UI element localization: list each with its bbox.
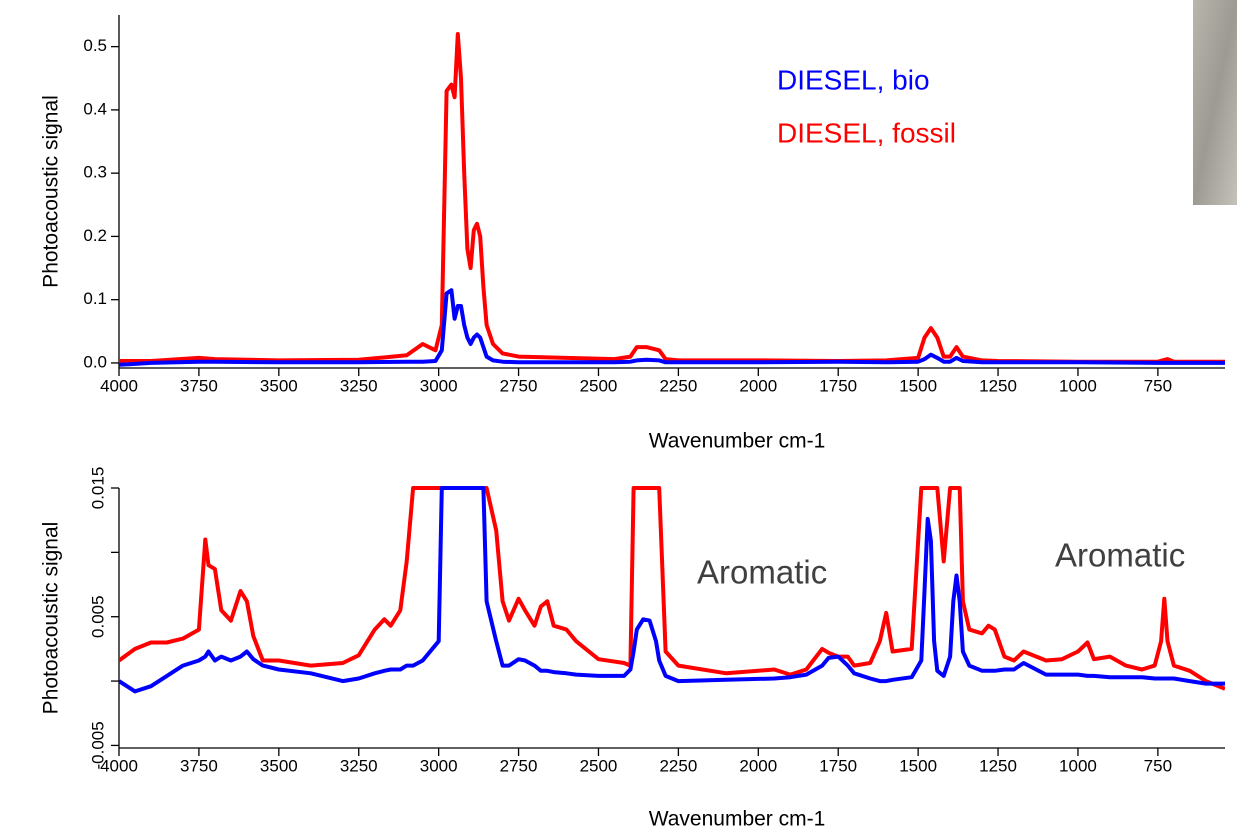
y-axis-title: Photoacoustic signal (40, 95, 63, 288)
x-tick-label: 3250 (340, 756, 378, 775)
y-tick-label: 0.005 (88, 595, 107, 638)
y-tick-label: 0.1 (83, 289, 107, 308)
legend-entry: DIESEL, fossil (777, 117, 956, 148)
legend-entry: DIESEL, bio (777, 64, 930, 95)
x-tick-label: 2250 (659, 756, 697, 775)
x-tick-label: 3750 (180, 376, 218, 395)
x-tick-label: 2500 (580, 376, 618, 395)
x-tick-label: 1000 (1059, 376, 1097, 395)
photo-thumbnail (1193, 0, 1237, 205)
y-tick-label: 0.4 (83, 99, 107, 118)
y-tick-label: 0.2 (83, 226, 107, 245)
y-tick-label: -0.005 (88, 721, 107, 769)
x-tick-label: 1750 (819, 376, 857, 395)
spectrum-line (119, 486, 1225, 691)
x-tick-label: 2000 (739, 376, 777, 395)
x-tick-label: 2500 (580, 756, 618, 775)
y-tick-label: 0.3 (83, 163, 107, 182)
spectrum-line (119, 486, 1225, 694)
x-tick-label: 4000 (100, 756, 138, 775)
x-tick-label: 3250 (340, 376, 378, 395)
x-tick-label: 4000 (100, 376, 138, 395)
x-tick-label: 1500 (899, 376, 937, 395)
x-tick-label: 1000 (1059, 756, 1097, 775)
x-tick-label: 1250 (979, 376, 1017, 395)
x-tick-label: 750 (1144, 376, 1172, 395)
x-tick-label: 2750 (500, 756, 538, 775)
x-tick-label: 2750 (500, 376, 538, 395)
x-tick-label: 2250 (659, 376, 697, 395)
spectrum-line (119, 288, 1225, 367)
spectrum-line (119, 32, 1225, 364)
x-axis-title: Wavenumber cm-1 (649, 808, 826, 831)
annotation: Aromatic (697, 554, 827, 591)
x-tick-label: 2000 (739, 756, 777, 775)
x-tick-label: 1750 (819, 756, 857, 775)
y-tick-label: 0.0 (83, 352, 107, 371)
x-tick-label: 3000 (420, 376, 458, 395)
x-tick-label: 750 (1144, 756, 1172, 775)
y-tick-label: 0.015 (88, 467, 107, 510)
y-tick-label: 0.5 (83, 36, 107, 55)
x-tick-label: 1250 (979, 756, 1017, 775)
y-axis-title: Photoacoustic signal (40, 522, 63, 715)
x-tick-label: 3500 (260, 756, 298, 775)
x-tick-label: 1500 (899, 756, 937, 775)
annotation: Aromatic (1055, 537, 1185, 574)
x-tick-label: 3500 (260, 376, 298, 395)
x-axis-title: Wavenumber cm-1 (649, 430, 826, 453)
x-tick-label: 3750 (180, 756, 218, 775)
x-tick-label: 3000 (420, 756, 458, 775)
